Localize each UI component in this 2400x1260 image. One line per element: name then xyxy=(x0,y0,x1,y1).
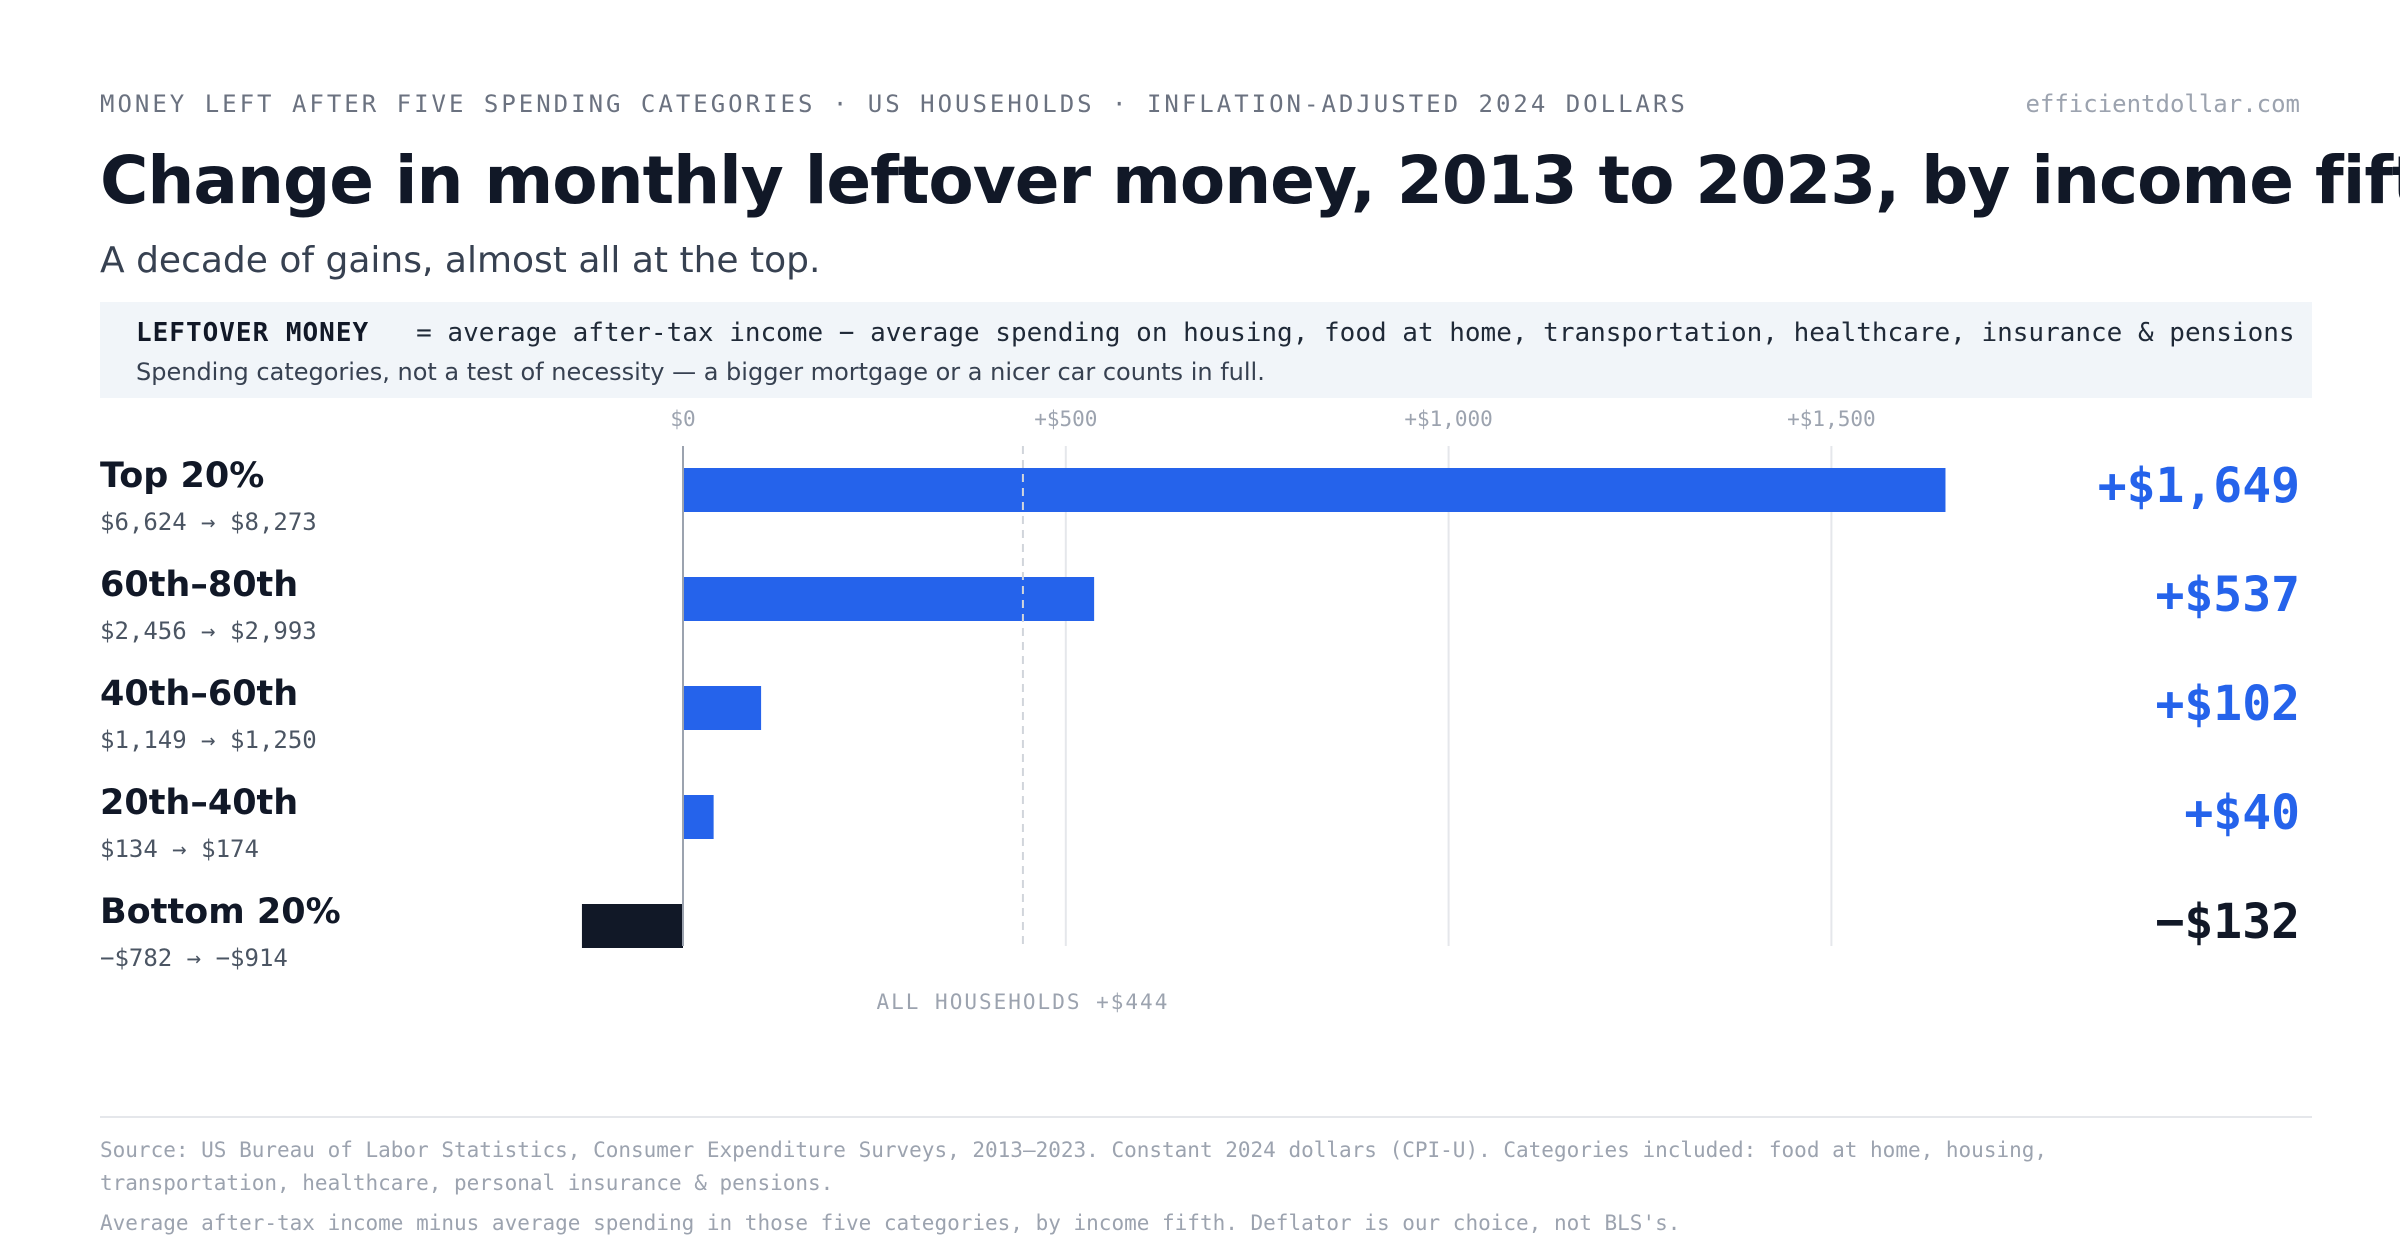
row-label: Top 20% xyxy=(100,456,265,496)
site-link[interactable]: efficientdollar.com xyxy=(2025,90,2300,118)
source-note: Source: US Bureau of Labor Statistics, C… xyxy=(100,1138,2048,1195)
delta-value: +$102 xyxy=(2155,676,2301,732)
row-range: −$782 → −$914 xyxy=(100,944,288,972)
definition-formula-line: LEFTOVER MONEY = average after-tax incom… xyxy=(136,318,2295,348)
bar xyxy=(581,904,683,948)
bar xyxy=(683,468,1946,512)
bar xyxy=(683,795,714,839)
chart-title: Change in monthly leftover money, 2013 t… xyxy=(100,142,2400,219)
x-tick-label: +$500 xyxy=(1034,407,1097,431)
row-range: $6,624 → $8,273 xyxy=(100,508,317,536)
definition-box: LEFTOVER MONEY = average after-tax incom… xyxy=(100,302,2312,398)
bar xyxy=(683,686,762,730)
definition-term: LEFTOVER MONEY xyxy=(136,318,370,348)
x-tick-label: +$1,500 xyxy=(1787,407,1876,431)
gridlines xyxy=(1064,446,1833,946)
x-tick-label: $0 xyxy=(670,407,695,431)
definition-formula: = average after-tax income − average spe… xyxy=(416,318,2295,348)
reference-label: ALL HOUSEHOLDS +$444 xyxy=(876,990,1169,1014)
row-label: Bottom 20% xyxy=(100,892,341,932)
method-note: Average after-tax income minus average s… xyxy=(100,1211,1681,1235)
bars xyxy=(581,468,1946,948)
row-range: $1,149 → $1,250 xyxy=(100,726,317,754)
definition-note: Spending categories, not a test of neces… xyxy=(136,358,1265,386)
chart-subtitle: A decade of gains, almost all at the top… xyxy=(100,240,821,281)
row-range: $2,456 → $2,993 xyxy=(100,617,317,645)
footer-divider xyxy=(100,1116,2312,1118)
row-label: 40th–60th xyxy=(100,674,299,714)
delta-value: +$537 xyxy=(2155,567,2301,623)
x-tick-labels: $0 +$500 +$1,000 +$1,500 xyxy=(670,407,1875,431)
row-range: $134 → $174 xyxy=(100,835,259,863)
row-label: 60th–80th xyxy=(100,565,299,605)
row-label: 20th–40th xyxy=(100,783,299,823)
delta-value: +$40 xyxy=(2184,785,2300,841)
x-tick-label: +$1,000 xyxy=(1404,407,1493,431)
delta-value: +$1,649 xyxy=(2097,458,2300,514)
chart-kicker: MONEY LEFT AFTER FIVE SPENDING CATEGORIE… xyxy=(100,90,1688,118)
delta-value: −$132 xyxy=(2155,894,2301,950)
bar xyxy=(683,577,1095,621)
